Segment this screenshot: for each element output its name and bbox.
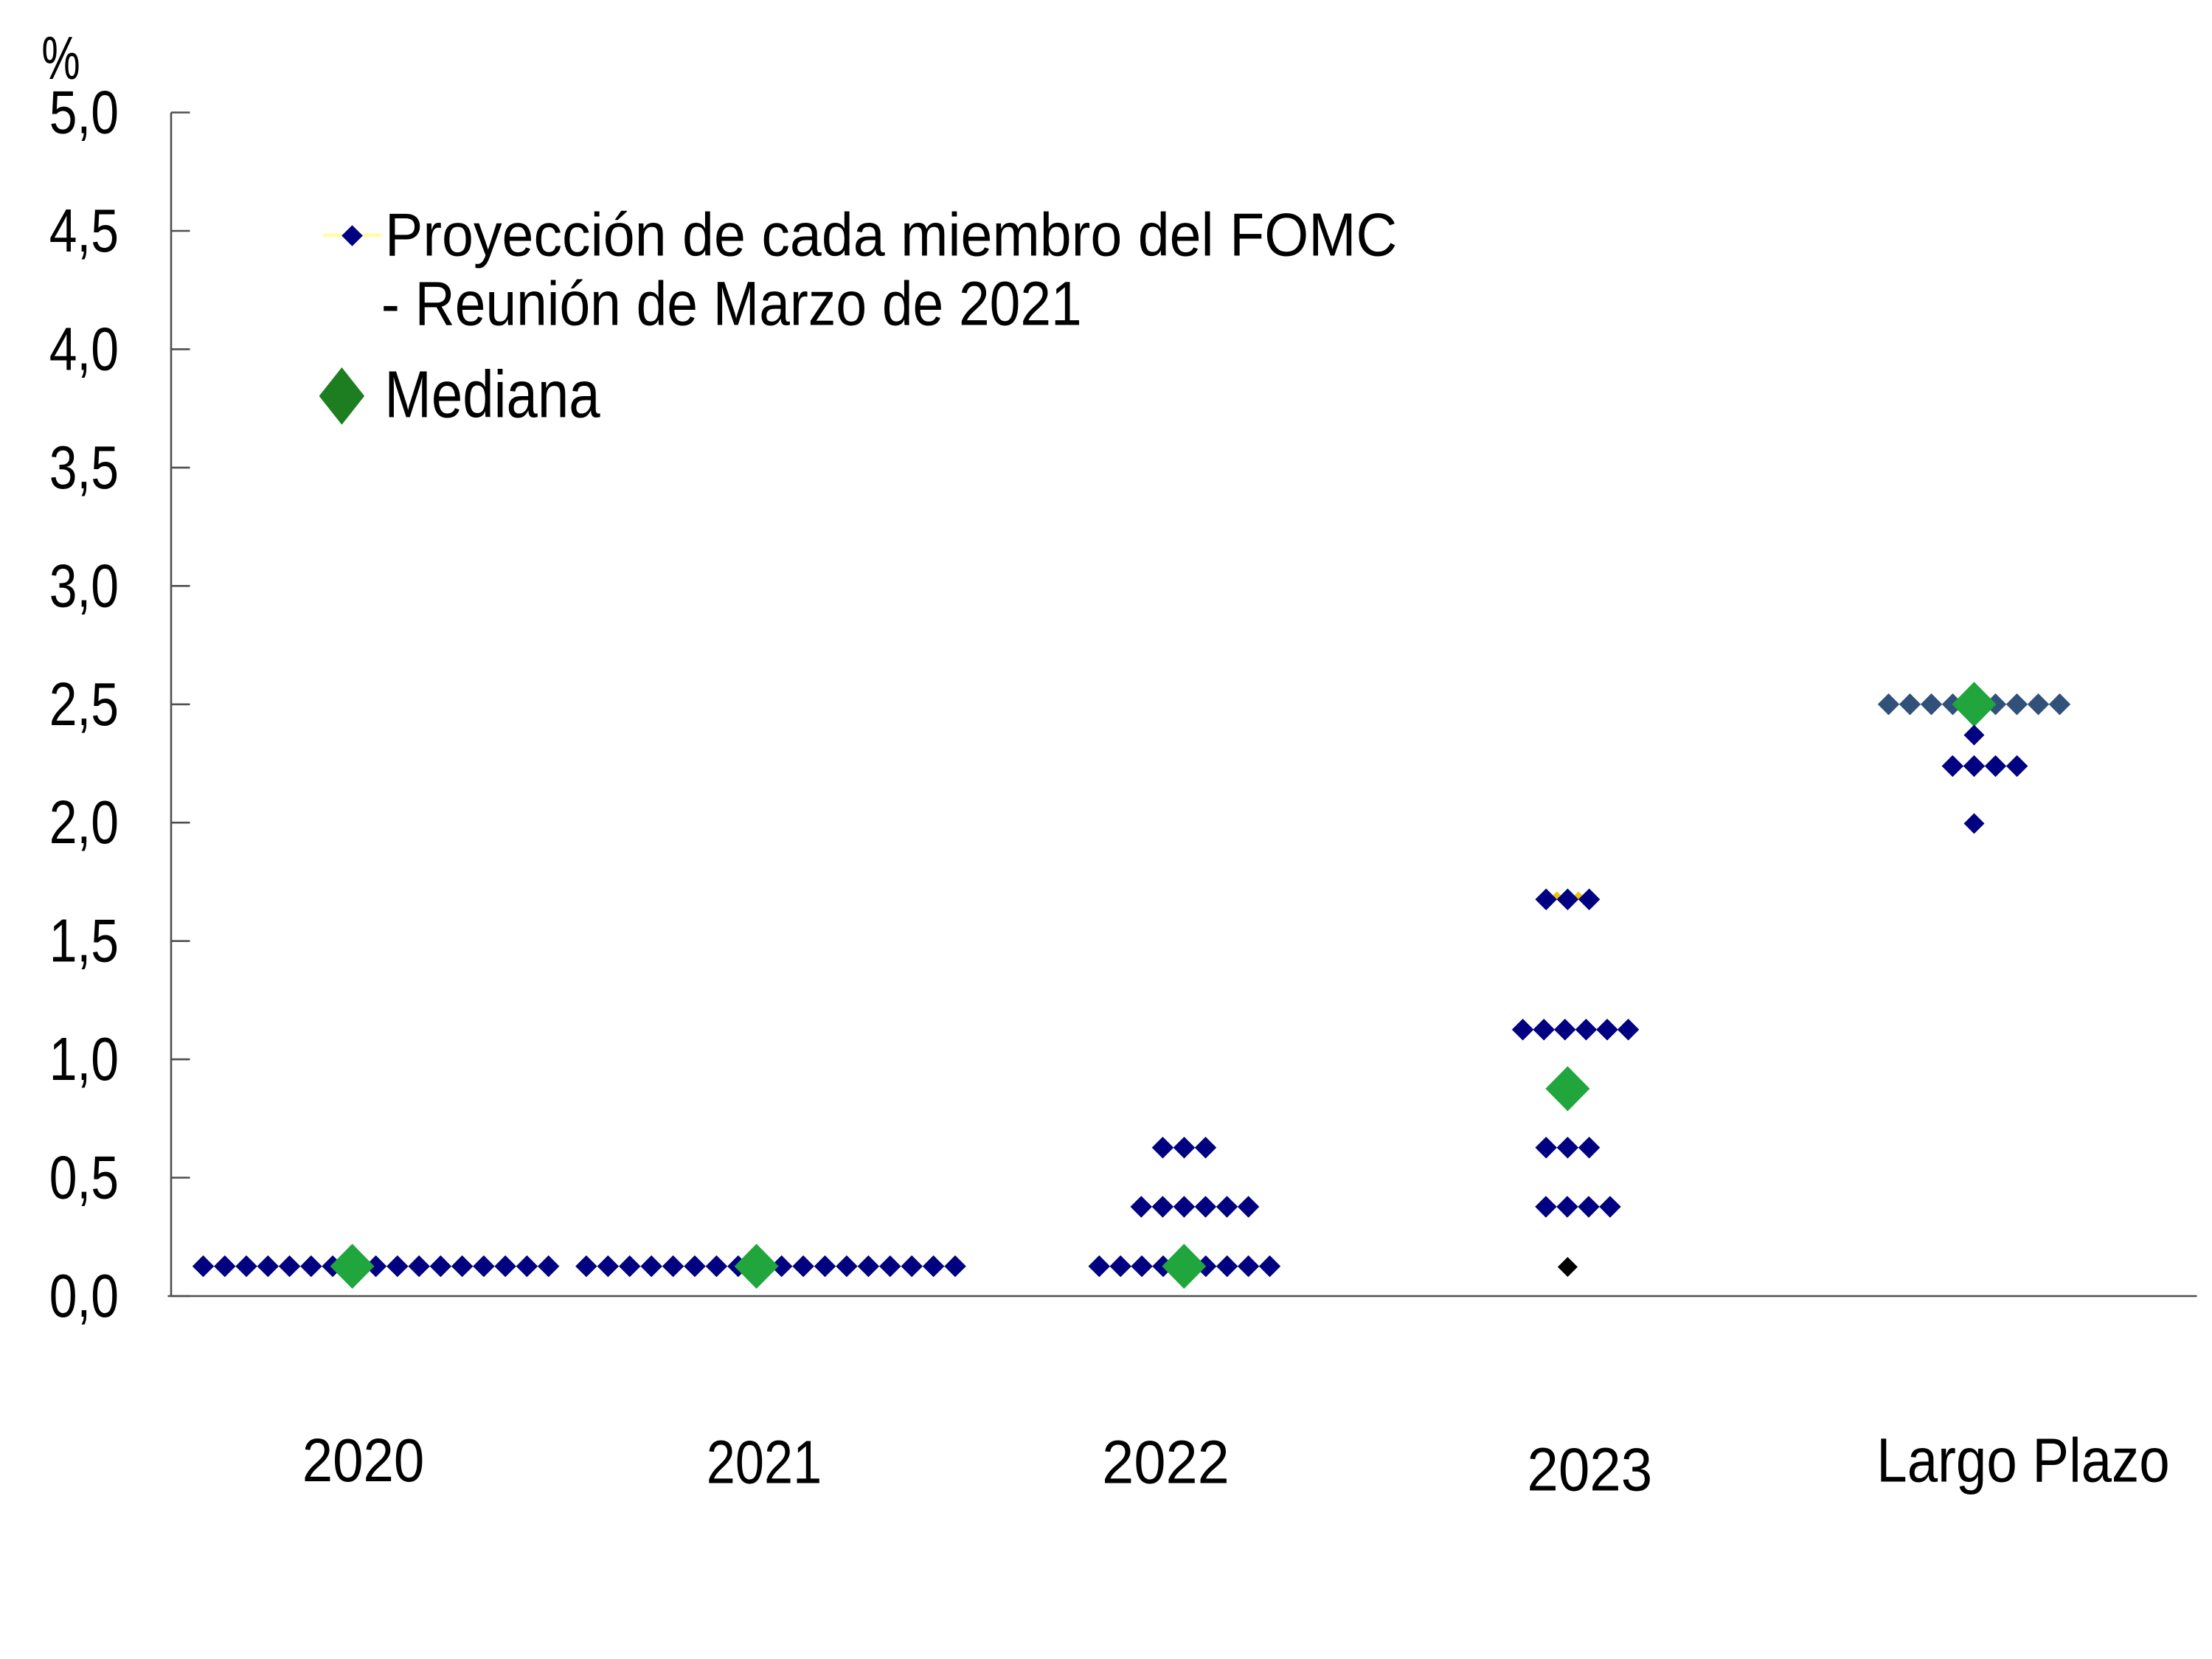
svg-text:Proyección de cada miembro del: Proyección de cada miembro del FOMC: [385, 200, 1397, 269]
svg-text:3,0: 3,0: [49, 551, 119, 620]
svg-text:%: %: [41, 24, 80, 92]
svg-text:2,5: 2,5: [49, 670, 119, 738]
svg-text:2021: 2021: [707, 1428, 822, 1497]
svg-text:4,5: 4,5: [49, 196, 119, 265]
svg-text:5,0: 5,0: [49, 78, 119, 147]
svg-text:2,0: 2,0: [49, 788, 119, 856]
svg-text:- Reunión de Marzo de 2021: - Reunión de Marzo de 2021: [381, 269, 1082, 339]
svg-text:Largo Plazo: Largo Plazo: [1876, 1426, 2169, 1495]
svg-text:3,5: 3,5: [49, 433, 119, 502]
svg-text:1,0: 1,0: [49, 1025, 119, 1093]
svg-text:2022: 2022: [1102, 1428, 1230, 1497]
svg-text:2023: 2023: [1527, 1435, 1652, 1504]
svg-text:4,0: 4,0: [49, 314, 119, 383]
svg-text:0,0: 0,0: [49, 1261, 119, 1330]
svg-text:Mediana: Mediana: [384, 359, 600, 432]
svg-text:1,5: 1,5: [49, 907, 119, 975]
svg-text:0,5: 0,5: [49, 1143, 119, 1212]
svg-text:2020: 2020: [302, 1426, 425, 1495]
